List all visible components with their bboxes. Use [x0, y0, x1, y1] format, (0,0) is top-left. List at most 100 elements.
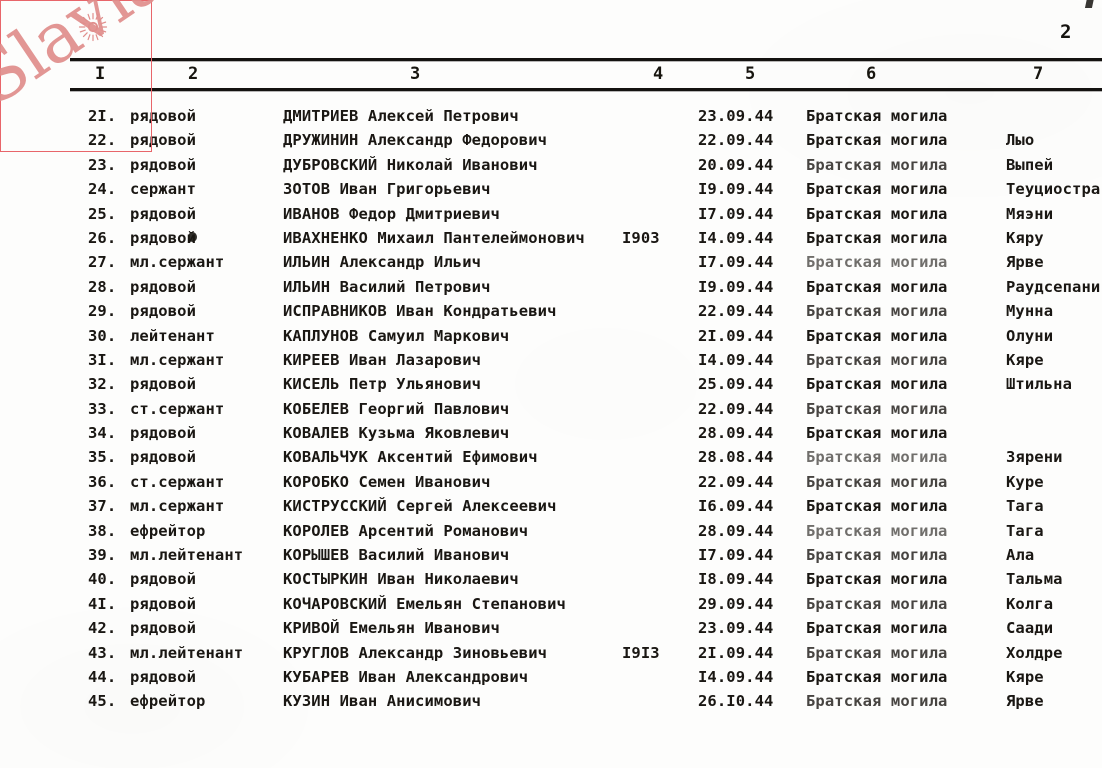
record-location: Тага — [1006, 497, 1044, 516]
record-number: 27. — [88, 253, 117, 272]
record-date: 2I.09.44 — [698, 643, 774, 662]
record-rank: рядовой — [130, 375, 197, 394]
record-name: ИВАНОВ Федор Дмитриевич — [283, 204, 500, 223]
record-rank: ст.сержант — [130, 472, 225, 491]
record-location: Тага — [1006, 521, 1044, 540]
record-name: ДМИТРИЕВ Алексей Петрович — [283, 107, 519, 125]
record-place: Братская могила — [806, 448, 948, 467]
table-row: 22. рядовой ДРУЖИНИН Александр Федорович 22… — [0, 128, 1102, 152]
record-location: Кяре — [1006, 350, 1044, 369]
record-location: Штильна — [1006, 375, 1073, 394]
record-rank: рядовой — [130, 570, 197, 589]
record-date: I7.09.44 — [698, 253, 774, 272]
record-number: 35. — [88, 448, 117, 467]
record-name: КИРЕЕВ Иван Лазарович — [283, 350, 482, 369]
column-number-5: 5 — [745, 64, 756, 84]
table-row: 3I. мл.сержант КИРЕЕВ Иван Лазарович I4.09.… — [0, 348, 1102, 372]
record-date: 28.08.44 — [698, 448, 774, 467]
record-date: 2I.09.44 — [698, 326, 774, 345]
column-number-header: I 2 3 4 5 6 7 — [0, 62, 1102, 88]
record-place: Братская могила — [806, 424, 948, 443]
record-date: I4.09.44 — [698, 350, 774, 369]
record-rank: мл.лейтенант — [130, 643, 244, 662]
record-rank: рядовой — [130, 131, 197, 150]
record-number: 39. — [88, 546, 117, 565]
record-rank: лейтенант — [130, 326, 215, 345]
record-place: Братская могила — [806, 180, 948, 199]
record-date: 20.09.44 — [698, 155, 774, 174]
record-number: 42. — [88, 619, 117, 638]
record-location: Лыо — [1006, 131, 1035, 150]
record-rank: рядовой — [130, 107, 197, 125]
record-location: Холдре — [1006, 643, 1063, 662]
record-name: КОРЫШЕВ Василий Иванович — [283, 546, 510, 565]
table-row: 33. ст.сержант КОБЕЛЕВ Георгий Павлович 22.… — [0, 397, 1102, 421]
record-name: КОСТЫРКИН Иван Николаевич — [283, 570, 519, 589]
record-date: 29.09.44 — [698, 594, 774, 613]
record-number: 28. — [88, 277, 117, 296]
record-place: Братская могила — [806, 204, 948, 223]
record-name: ИЛЬИН Василий Петрович — [283, 277, 491, 296]
record-name: КУБАРЕВ Иван Александрович — [283, 667, 529, 686]
column-number-2: 2 — [188, 64, 199, 84]
overstruck-glyph: й — [187, 226, 198, 250]
table-row: 23. рядовой ДУБРОВСКИЙ Николай Иванович 20.… — [0, 153, 1102, 177]
table-row: 43. мл.лейтенант КРУГЛОВ Александр Зиновье… — [0, 641, 1102, 665]
table-row: 42. рядовой КРИВОЙ Емельян Иванович 23.09.4… — [0, 616, 1102, 640]
record-name: КИСЕЛЬ Петр Ульянович — [283, 375, 482, 394]
record-name: КОВАЛЬЧУК Аксентий Ефимович — [283, 448, 538, 467]
record-date: 25.09.44 — [698, 375, 774, 394]
record-rank: рядовой — [130, 594, 197, 613]
record-name: КОБЕЛЕВ Георгий Павлович — [283, 399, 510, 418]
table-row: 25. рядовой ИВАНОВ Федор Дмитриевич I7.09.4… — [0, 202, 1102, 226]
record-place: Братская могила — [806, 692, 948, 711]
record-rank: мл.сержант — [130, 497, 225, 516]
table-row: 30. лейтенант КАПЛУНОВ Самуил Маркович 2I.0… — [0, 324, 1102, 348]
record-place: Братская могила — [806, 131, 948, 150]
record-rank: рядовой — [130, 448, 197, 467]
record-number: 30. — [88, 326, 117, 345]
record-date: I9.09.44 — [698, 180, 774, 199]
record-name: КОВАЛЕВ Кузьма Яковлевич — [283, 424, 510, 443]
page-number: 2 — [1060, 21, 1072, 43]
record-location: Колга — [1006, 594, 1054, 613]
table-row: 34. рядовой КОВАЛЕВ Кузьма Яковлевич 28.09.… — [0, 421, 1102, 445]
record-location: Ярве — [1006, 253, 1044, 272]
table-row: 28. рядовой ИЛЬИН Василий Петрович I9.09.44… — [0, 275, 1102, 299]
record-year: I9I3 — [622, 643, 660, 662]
record-year: I903 — [622, 228, 660, 247]
table-row: 37. мл.сержант КИСТРУССКИЙ Сергей Алексеев… — [0, 494, 1102, 518]
record-date: 22.09.44 — [698, 131, 774, 150]
record-rank: рядовой — [130, 302, 197, 321]
table-row: 39. мл.лейтенант КОРЫШЕВ Василий Иванович I… — [0, 543, 1102, 567]
table-row: 27. мл.сержант ИЛЬИН Александр Ильич I7.09.… — [0, 250, 1102, 274]
record-date: I7.09.44 — [698, 546, 774, 565]
record-rank: ст.сержант — [130, 399, 225, 418]
record-rank: ефрейтор — [130, 692, 206, 711]
record-rank: рядовой — [130, 667, 197, 686]
record-place: Братская могила — [806, 619, 948, 638]
table-row: 32. рядовой КИСЕЛЬ Петр Ульянович 25.09.44 Б… — [0, 372, 1102, 396]
table-row: 2I. рядовой ДМИТРИЕВ Алексей Петрович 23.09… — [0, 104, 1102, 128]
record-location: Зярени — [1006, 448, 1063, 467]
record-number: 23. — [88, 155, 117, 174]
record-date: I4.09.44 — [698, 228, 774, 247]
record-date: 26.I0.44 — [698, 692, 774, 711]
table-row: 29. рядовой ИСПРАВНИКОВ Иван Кондратьевич 2… — [0, 299, 1102, 323]
record-place: Братская могила — [806, 253, 948, 272]
record-number: 36. — [88, 472, 117, 491]
header-rule-bottom — [70, 88, 1102, 91]
record-rank: сержант — [130, 180, 197, 199]
record-rank: рядовой — [130, 277, 197, 296]
record-place: Братская могила — [806, 399, 948, 418]
record-number: 2I. — [88, 107, 117, 125]
record-number: 29. — [88, 302, 117, 321]
record-name: ИВАХНЕНКО Михаил Пантелеймонович — [283, 228, 585, 247]
record-number: 45. — [88, 692, 117, 711]
record-name: ЗОТОВ Иван Григорьевич — [283, 180, 491, 199]
record-date: 28.09.44 — [698, 521, 774, 540]
record-rank: рядовой — [130, 424, 197, 443]
record-number: 38. — [88, 521, 117, 540]
record-location: Кяру — [1006, 228, 1044, 247]
record-date: I6.09.44 — [698, 497, 774, 516]
